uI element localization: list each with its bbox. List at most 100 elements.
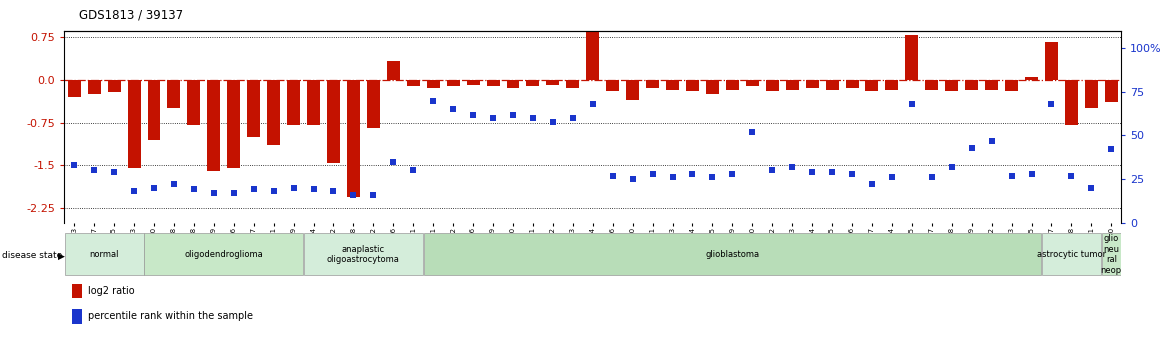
- Bar: [307, 80, 320, 125]
- Point: [125, 188, 144, 194]
- Point: [1042, 101, 1061, 107]
- Bar: [626, 80, 639, 100]
- Point: [703, 175, 722, 180]
- Bar: [507, 80, 520, 88]
- Bar: [1006, 80, 1018, 91]
- Bar: [426, 80, 439, 88]
- Point: [484, 115, 502, 121]
- Point: [723, 171, 742, 177]
- Bar: [187, 80, 201, 125]
- Point: [763, 168, 781, 173]
- Point: [1101, 147, 1120, 152]
- Bar: [527, 80, 540, 87]
- Bar: [766, 80, 779, 91]
- Point: [584, 101, 603, 107]
- Bar: [208, 80, 221, 171]
- Bar: [1065, 80, 1078, 125]
- Point: [523, 115, 542, 121]
- Bar: [566, 80, 579, 88]
- Point: [903, 101, 922, 107]
- Point: [982, 138, 1001, 144]
- Bar: [167, 80, 180, 108]
- Point: [802, 169, 821, 175]
- Point: [65, 162, 84, 168]
- Bar: [327, 80, 340, 162]
- Point: [863, 181, 882, 187]
- Point: [325, 188, 343, 194]
- Point: [1002, 173, 1021, 178]
- Bar: [248, 80, 260, 137]
- Text: disease state: disease state: [2, 252, 63, 260]
- Bar: [88, 80, 100, 94]
- Bar: [725, 80, 739, 90]
- Bar: [547, 80, 559, 85]
- Point: [783, 164, 801, 170]
- Bar: [1105, 80, 1118, 102]
- Point: [1082, 185, 1100, 190]
- Bar: [387, 61, 399, 80]
- Point: [105, 169, 124, 175]
- Bar: [68, 80, 81, 97]
- Point: [145, 185, 164, 190]
- Point: [264, 188, 283, 194]
- Bar: [446, 80, 460, 87]
- Bar: [147, 80, 160, 140]
- Bar: [64, 234, 144, 275]
- Point: [464, 112, 482, 117]
- Point: [224, 190, 243, 196]
- Bar: [406, 80, 419, 87]
- Bar: [487, 80, 500, 87]
- Bar: [145, 234, 304, 275]
- Bar: [826, 80, 839, 90]
- Bar: [905, 35, 918, 80]
- Point: [244, 187, 263, 192]
- Bar: [347, 80, 360, 197]
- Point: [543, 119, 562, 124]
- Bar: [666, 80, 679, 90]
- Point: [822, 169, 841, 175]
- Bar: [287, 80, 300, 125]
- Bar: [885, 80, 898, 90]
- Bar: [1045, 42, 1058, 80]
- Point: [424, 98, 443, 104]
- Bar: [1026, 77, 1038, 80]
- Point: [604, 173, 623, 178]
- Point: [962, 145, 981, 150]
- Point: [743, 129, 762, 135]
- Bar: [367, 80, 380, 128]
- Point: [345, 192, 363, 197]
- Bar: [228, 80, 241, 168]
- Point: [943, 164, 961, 170]
- Point: [842, 171, 861, 177]
- Point: [1062, 173, 1080, 178]
- Point: [185, 187, 203, 192]
- Point: [85, 168, 104, 173]
- Text: ▶: ▶: [58, 252, 65, 260]
- Bar: [1085, 80, 1098, 108]
- Text: GDS1813 / 39137: GDS1813 / 39137: [79, 9, 183, 22]
- Bar: [925, 80, 938, 90]
- Point: [624, 176, 642, 182]
- Bar: [1101, 234, 1121, 275]
- Point: [364, 192, 383, 197]
- Point: [304, 187, 322, 192]
- Bar: [786, 80, 799, 90]
- Point: [204, 190, 223, 196]
- Bar: [846, 80, 858, 88]
- Bar: [806, 80, 819, 88]
- Text: oligodendroglioma: oligodendroglioma: [185, 250, 263, 259]
- Point: [644, 171, 662, 177]
- Point: [404, 168, 423, 173]
- Point: [563, 115, 582, 121]
- Bar: [586, 27, 599, 80]
- Point: [1022, 171, 1041, 177]
- Bar: [965, 80, 978, 90]
- Bar: [1042, 234, 1101, 275]
- Point: [444, 107, 463, 112]
- Text: percentile rank within the sample: percentile rank within the sample: [88, 312, 252, 321]
- Bar: [746, 80, 759, 87]
- Bar: [127, 80, 140, 168]
- Point: [284, 185, 303, 190]
- Text: glioblastoma: glioblastoma: [705, 250, 759, 259]
- Text: log2 ratio: log2 ratio: [88, 286, 134, 296]
